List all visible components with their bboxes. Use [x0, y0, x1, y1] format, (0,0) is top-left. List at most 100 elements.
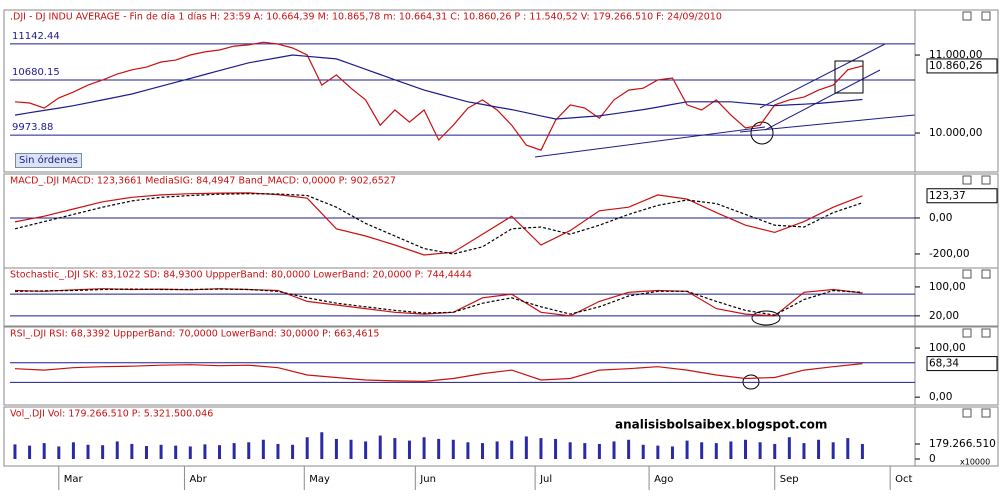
volume-bar	[554, 438, 558, 459]
series-line	[14, 54, 863, 120]
series-line	[14, 192, 863, 256]
window-button	[962, 408, 972, 418]
highlight-box	[834, 60, 864, 94]
window-button	[962, 328, 972, 338]
x-tick-label: May	[309, 474, 330, 485]
volume-bar	[627, 439, 631, 459]
last-value-box	[926, 356, 998, 372]
volume-bar	[831, 442, 835, 459]
volume-bar	[13, 444, 17, 459]
volume-bar	[86, 444, 90, 459]
x-tick-label: Jun	[419, 474, 436, 485]
volume-bar	[451, 439, 455, 459]
volume-bar	[203, 444, 207, 459]
x-tick-label: Jul	[539, 474, 552, 485]
x-tick-label: Sep	[780, 474, 799, 485]
last-value-label: 10.860,26	[929, 60, 983, 72]
orders-button[interactable]: Sin órdenes	[15, 153, 82, 168]
volume-bar	[656, 445, 660, 459]
volume-bar	[744, 439, 748, 459]
volume-bar	[597, 443, 601, 459]
volume-bar	[349, 439, 353, 459]
y-tick-label: -200,00	[929, 248, 970, 260]
y-tick-label: 100,00	[929, 281, 966, 293]
volume-bar	[539, 438, 543, 459]
volume-bar	[407, 440, 411, 459]
panel-title: Vol_.DJI Vol: 179.266.510 P: 5.321.500.0…	[10, 409, 213, 420]
y-tick-label: 179.266.510	[929, 438, 996, 450]
volume-bar	[261, 439, 265, 459]
last-value-box	[926, 188, 998, 204]
panel	[3, 267, 999, 327]
unit-label: x10000	[960, 458, 990, 467]
volume-bar	[524, 436, 528, 459]
x-tick-label: Mar	[64, 474, 84, 485]
y-tick-label: 0,00	[929, 212, 952, 224]
volume-bar	[71, 442, 75, 459]
panel-title: .DJI - DJ INDU AVERAGE - Fin de día 1 dí…	[10, 12, 722, 23]
y-tick-label: 0	[929, 453, 936, 465]
window-button	[962, 269, 972, 279]
volume-bar	[641, 444, 645, 459]
highlight-circle	[751, 310, 781, 326]
volume-bar	[773, 443, 777, 459]
last-value-label: 123,37	[929, 190, 966, 202]
panel	[3, 9, 999, 173]
series-line	[14, 363, 863, 383]
volume-bar	[144, 446, 148, 459]
trend-line	[739, 114, 916, 133]
volume-bar	[101, 445, 105, 459]
volume-bar	[568, 442, 572, 459]
volume-bar	[802, 443, 806, 459]
volume-bar	[714, 443, 718, 459]
volume-bar	[422, 437, 426, 459]
volume-bar	[393, 438, 397, 459]
window-button	[981, 408, 991, 418]
reference-label: 11142.44	[12, 31, 60, 42]
last-value-label: 68,34	[929, 358, 959, 370]
volume-bar	[159, 444, 163, 459]
volume-bar	[276, 443, 280, 459]
volume-bar	[130, 443, 134, 459]
volume-bar	[42, 443, 46, 459]
x-tick-label: Ago	[654, 474, 673, 485]
window-button	[981, 11, 991, 21]
window-button	[981, 328, 991, 338]
x-tick-label: Abr	[189, 474, 207, 485]
volume-bar	[291, 444, 295, 459]
volume-bar	[670, 446, 674, 459]
watermark: analisisbolsaibex.blogspot.com	[615, 418, 827, 432]
channel-line	[759, 43, 886, 109]
y-tick-label: 11.000,00	[929, 49, 982, 61]
series-line	[14, 41, 863, 151]
reference-label: 9973.88	[12, 122, 53, 133]
volume-bar	[729, 441, 733, 459]
trend-line	[534, 126, 766, 158]
y-tick-label: 10.000,00	[929, 127, 982, 139]
volume-bar	[510, 440, 514, 459]
volume-bar	[700, 442, 704, 459]
volume-bar	[378, 435, 382, 459]
window-button	[962, 11, 972, 21]
panel-title: RSI_.DJI RSI: 68,3392 UppperBand: 70,000…	[10, 329, 379, 340]
window-button	[981, 175, 991, 185]
volume-bar	[481, 443, 485, 459]
y-tick-label: 100,00	[929, 342, 966, 354]
volume-bar	[320, 432, 324, 459]
volume-bar	[305, 437, 309, 459]
volume-bar	[188, 446, 192, 459]
x-tick-label: Oct	[895, 474, 912, 485]
volume-bar	[817, 439, 821, 459]
volume-bar	[115, 441, 119, 459]
volume-bar	[495, 441, 499, 459]
y-tick-label: 0,00	[929, 391, 952, 403]
panel-title: Stochastic_.DJI SK: 83,1022 SD: 84,9300 …	[10, 270, 472, 281]
volume-bar	[846, 438, 850, 459]
window-button	[981, 269, 991, 279]
volume-bar	[583, 443, 587, 459]
volume-bar	[758, 442, 762, 459]
volume-bar	[364, 441, 368, 459]
